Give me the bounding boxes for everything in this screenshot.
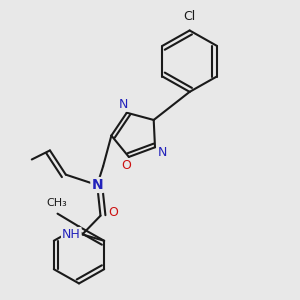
Text: CH₃: CH₃: [46, 198, 67, 208]
Text: N: N: [92, 178, 103, 192]
Text: O: O: [122, 159, 131, 172]
Text: N: N: [158, 146, 167, 159]
Text: NH: NH: [62, 228, 81, 241]
Text: O: O: [108, 206, 118, 219]
Text: Cl: Cl: [184, 11, 196, 23]
Text: N: N: [119, 98, 128, 111]
